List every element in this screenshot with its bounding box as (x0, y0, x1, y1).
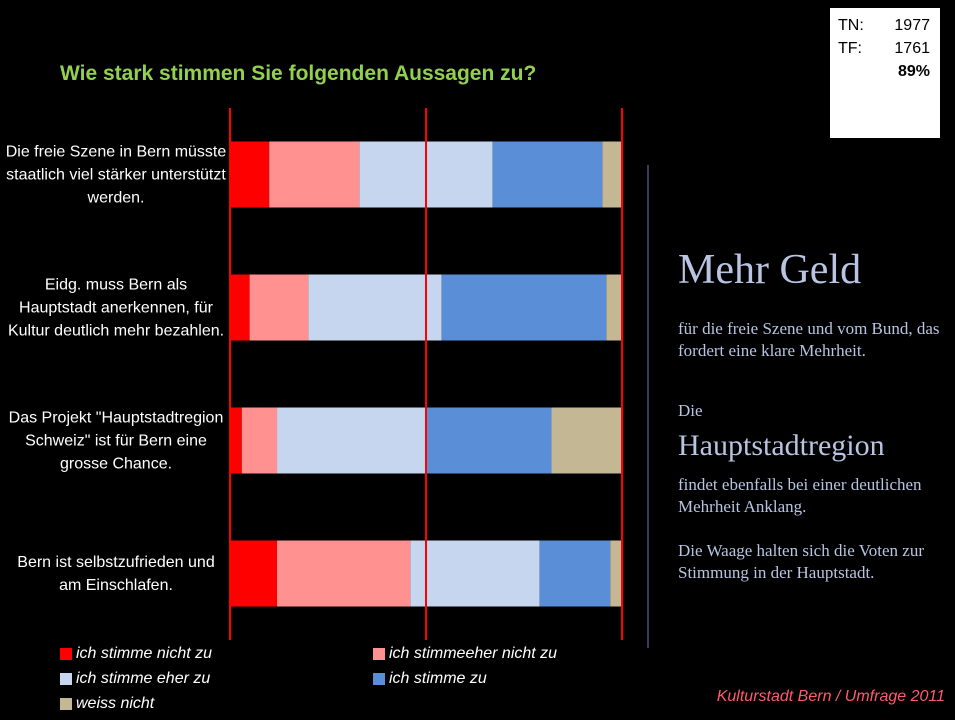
bar-segment (492, 141, 603, 208)
bar-segment (230, 407, 242, 474)
legend-entry: ich stimme nicht zu (60, 645, 212, 663)
bar-segment (410, 540, 540, 607)
legend-entry: ich stimme eher zu (60, 670, 210, 688)
bar-segment (441, 274, 607, 341)
bar-segment (230, 141, 270, 208)
bar-segment (241, 407, 278, 474)
label: TN: (838, 17, 864, 34)
bar-segment (606, 274, 622, 341)
bar-segment (277, 407, 426, 474)
bar-segment (551, 407, 622, 474)
bar-segment (277, 540, 411, 607)
value: 1977 (894, 17, 930, 34)
legend-label: ich stimme eher zu (76, 670, 211, 687)
legend-label: ich stimme zu (389, 670, 487, 687)
category-label: Die freie Szene in Bern müsste staatlich… (5, 143, 227, 206)
share: 89% (897, 63, 930, 80)
paragraph: Die (678, 401, 703, 420)
bar-segment (426, 407, 552, 474)
keyword: Hauptstadtregion (678, 429, 885, 462)
bar-segment (249, 274, 309, 341)
bar-segment (308, 274, 442, 341)
chart-title: Wie stark stimmen Sie folgenden Aussagen… (60, 62, 537, 85)
bar-segment (230, 540, 278, 607)
legend-swatch (60, 648, 72, 660)
paragraph: Die Waage halten sich die Voten zur Stim… (678, 541, 925, 582)
paragraph: findet ebenfalls bei einer deutlichen Me… (678, 475, 922, 516)
legend-entry: ich stimmeeher nicht zu (373, 645, 557, 663)
info-box: TN: 1977 TF: 1761 89% (830, 8, 940, 138)
bar-segment (610, 540, 622, 607)
bar-segment (230, 274, 250, 341)
category-label: Eidg. muss Bern als Hauptstadt anerkenne… (7, 276, 225, 339)
legend-entry: ich stimme zu (373, 670, 487, 688)
category-label: Bern ist selbstzufrieden und am Einschla… (17, 553, 215, 594)
legend-swatch (60, 698, 72, 710)
legend-swatch (373, 648, 385, 660)
headline: Mehr Geld (678, 247, 862, 293)
bar-segment (602, 141, 622, 208)
value: 1761 (894, 40, 930, 57)
legend-label: ich stimme nicht zu (76, 645, 213, 662)
legend-swatch (60, 673, 72, 685)
footer: Kulturstadt Bern / Umfrage 2011 (716, 688, 945, 705)
legend-label: ich stimmeeher nicht zu (389, 645, 558, 662)
category-label: Das Projekt "Hauptstadtregion Schweiz" i… (8, 409, 224, 472)
legend-entry: weiss nicht (60, 695, 154, 713)
legend-label: weiss nicht (76, 695, 155, 712)
label: TF: (838, 40, 862, 57)
bar-segment (539, 540, 611, 607)
bar-segment (269, 141, 360, 208)
paragraph: für die freie Szene und vom Bund, das fo… (678, 319, 940, 360)
legend-swatch (373, 673, 385, 685)
